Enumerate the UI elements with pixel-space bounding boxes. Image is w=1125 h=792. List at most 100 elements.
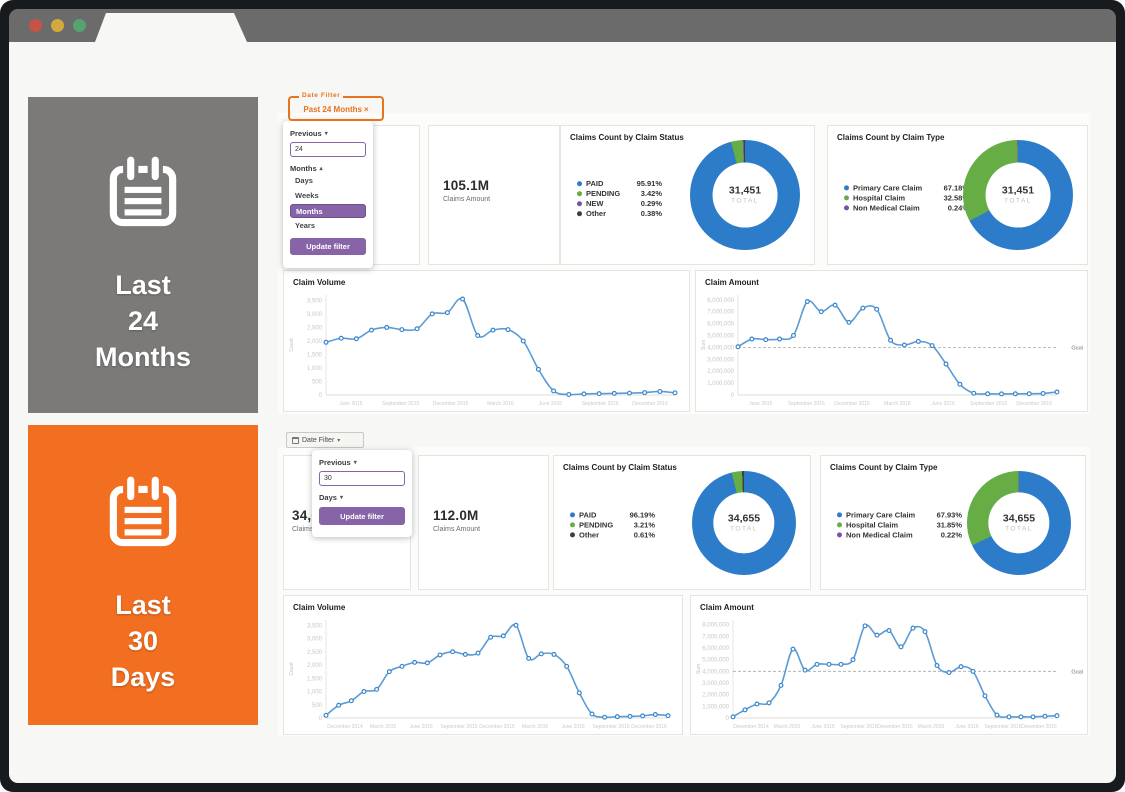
card-title: Claims Count by Claim Type	[837, 133, 945, 142]
svg-text:September 2015: September 2015	[382, 401, 419, 407]
line-chart-svg: 8,000,000 7,000,000 6,000,000 5,000,000 4,00…	[696, 620, 1083, 730]
svg-text:Count: Count	[289, 338, 295, 352]
svg-text:September 2015: September 2015	[441, 724, 478, 730]
tile-last-30-days[interactable]: Last 30 Days	[28, 425, 258, 725]
svg-text:1,500: 1,500	[307, 352, 323, 358]
unit-option-years[interactable]: Years	[295, 221, 316, 230]
svg-text:3,000: 3,000	[307, 637, 323, 643]
line-chart-svg: 8,000,000 7,000,000 6,000,000 5,000,000 4,00…	[701, 295, 1083, 407]
legend-row: Non Medical Claim 0.24%	[844, 202, 969, 212]
svg-text:6,000,000: 6,000,000	[707, 322, 734, 328]
period-count-input[interactable]	[290, 142, 366, 157]
svg-text:June 2016: June 2016	[539, 401, 563, 407]
close-window-button[interactable]	[29, 19, 42, 32]
svg-text:June 2015: June 2015	[409, 724, 433, 730]
unit-dropdown[interactable]: Days ▾	[319, 492, 343, 502]
unit-option-days[interactable]: Days	[295, 176, 313, 185]
card-title: Claims Count by Claim Status	[563, 463, 677, 472]
legend-value: 3.42%	[640, 188, 662, 198]
donut-total-label: TOTAL	[1005, 525, 1033, 533]
legend-value: 95.91%	[636, 178, 662, 188]
previous-dropdown[interactable]: Previous ▾	[319, 457, 357, 467]
legend-row: Primary Care Claim 67.93%	[837, 510, 962, 520]
donut-card-claim-type: Claims Count by Claim Type Primary Care …	[820, 455, 1086, 590]
period-count-input[interactable]	[319, 471, 405, 486]
legend-row: PAID 95.91%	[577, 178, 662, 188]
update-filter-button[interactable]: Update filter	[319, 507, 405, 525]
unit-option-weeks[interactable]: Weeks	[295, 191, 319, 200]
previous-dropdown[interactable]: Previous ▾	[290, 128, 328, 138]
svg-text:December 2016: December 2016	[1021, 724, 1057, 730]
svg-text:Sum: Sum	[701, 340, 707, 350]
tile-label: Last 24 Months	[95, 270, 191, 372]
tile-last-24-months[interactable]: Last 24 Months	[28, 97, 258, 413]
svg-text:4,000,000: 4,000,000	[707, 345, 734, 351]
legend-dot	[577, 180, 582, 186]
legend-value: 0.29%	[640, 198, 662, 208]
browser-tab[interactable]	[95, 13, 247, 42]
donut-legend: PAID 95.91% PENDING 3.42% NEW 0.29% Other 0.38%	[577, 178, 662, 218]
card-title: Claims Count by Claim Type	[830, 463, 938, 472]
line-chart-claim-amount: Claim Amount 8,000,000 7,000,000 6,000,000…	[690, 595, 1088, 735]
donut-total: 31,451	[728, 184, 762, 197]
card-title: Claims Count by Claim Status	[570, 133, 684, 142]
legend-dot	[837, 522, 842, 528]
svg-text:December 2015: December 2015	[479, 724, 515, 730]
svg-text:March 2016: March 2016	[522, 724, 549, 730]
legend-value: 0.24%	[947, 202, 969, 212]
svg-text:8,000,000: 8,000,000	[702, 623, 729, 629]
donut-card-claim-type: Claims Count by Claim Type Primary Care …	[827, 125, 1088, 265]
svg-text:March 2015: March 2015	[370, 724, 397, 730]
legend-dot	[837, 512, 842, 518]
svg-text:2,000: 2,000	[307, 339, 323, 345]
maximize-window-button[interactable]	[73, 19, 86, 32]
svg-text:5,000,000: 5,000,000	[707, 333, 734, 339]
legend-row: Non Medical Claim 0.22%	[837, 530, 962, 540]
svg-text:December 2015: December 2015	[433, 401, 469, 407]
legend-label: Other	[579, 530, 600, 540]
date-filter-label: Date Filter	[299, 92, 344, 99]
donut-total-label: TOTAL	[731, 197, 759, 205]
update-filter-button[interactable]: Update filter	[290, 238, 366, 255]
chart-plot-area: 3,500 3,000 2,500 2,000 1,500 1,000 500 0 Count J…	[286, 287, 687, 409]
donut-legend: Primary Care Claim 67.18% Hospital Claim 32…	[844, 182, 969, 212]
legend-row: Primary Care Claim 67.18%	[844, 182, 969, 192]
unit-dropdown[interactable]: Months ▴	[290, 163, 323, 173]
line-chart-claim-volume: Claim Volume 3,500 3,000 2,500 2,000 1,500 1,…	[283, 270, 690, 412]
svg-text:2,000: 2,000	[307, 663, 323, 669]
legend-row: PAID 96.19%	[570, 510, 655, 520]
svg-text:September 2016: September 2016	[582, 401, 619, 407]
legend-label: Primary Care Claim	[853, 182, 923, 192]
svg-text:1,000: 1,000	[307, 690, 323, 696]
svg-text:September 2015: September 2015	[841, 724, 878, 730]
chart-title: Claim Amount	[705, 278, 759, 287]
donut-total: 31,451	[1001, 184, 1035, 197]
svg-text:3,000: 3,000	[307, 312, 323, 318]
remove-filter-icon[interactable]: ×	[364, 105, 369, 114]
legend-dot	[570, 522, 575, 528]
chart-title: Claim Amount	[700, 603, 754, 612]
svg-text:March 2016: March 2016	[487, 401, 514, 407]
unit-option-months[interactable]: Months	[290, 204, 366, 218]
minimize-window-button[interactable]	[51, 19, 64, 32]
notepad-icon	[109, 476, 177, 547]
svg-text:December 2015: December 2015	[834, 401, 870, 407]
donut-chart: 34,655 TOTAL	[967, 470, 1071, 575]
line-chart-claim-amount: Claim Amount 8,000,000 7,000,000 6,000,000…	[695, 270, 1088, 412]
svg-text:June 2016: June 2016	[955, 724, 979, 730]
svg-text:December 2016: December 2016	[1016, 401, 1052, 407]
line-chart-svg: 3,500 3,000 2,500 2,000 1,500 1,000 500 0 Count J…	[289, 295, 678, 407]
svg-text:June 2015: June 2015	[811, 724, 835, 730]
tile-label: Last 30 Days	[110, 590, 176, 692]
svg-text:0: 0	[319, 393, 323, 399]
date-filter-chip[interactable]: Date Filter Past 24 Months ×	[288, 92, 384, 121]
date-filter-dropdown: Previous ▾ Months ▴ Days Weeks Months Ye…	[283, 121, 373, 268]
legend-value: 96.19%	[629, 510, 655, 520]
svg-text:5,000,000: 5,000,000	[702, 658, 729, 664]
date-filter-button[interactable]: Date Filter ▾	[286, 432, 364, 448]
legend-label: Non Medical Claim	[846, 530, 913, 540]
donut-chart: 31,451 TOTAL	[690, 140, 800, 250]
svg-text:June 2016: June 2016	[561, 724, 585, 730]
donut-chart: 34,655 TOTAL	[692, 470, 796, 575]
